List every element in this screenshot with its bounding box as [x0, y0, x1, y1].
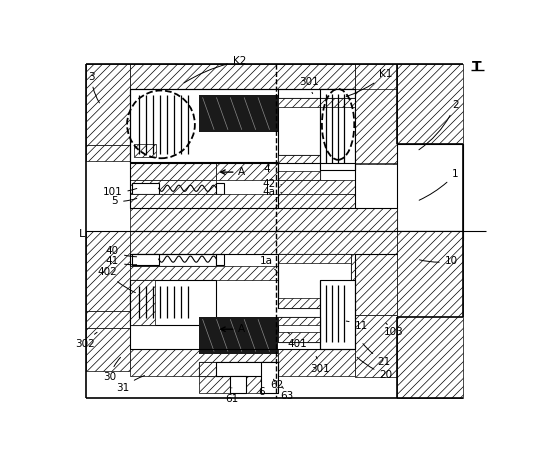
Bar: [278, 180, 355, 194]
Text: 5: 5: [112, 196, 137, 207]
Bar: [278, 349, 355, 376]
Bar: [132, 254, 158, 264]
Text: 103: 103: [384, 323, 403, 337]
Text: 11: 11: [346, 321, 368, 331]
Text: 3: 3: [89, 72, 100, 103]
Bar: [355, 64, 398, 164]
Bar: [217, 362, 278, 376]
Bar: [355, 315, 398, 377]
Text: 2: 2: [419, 100, 459, 150]
Text: T: T: [472, 60, 481, 73]
Bar: [130, 89, 278, 162]
Text: 1a: 1a: [260, 257, 277, 271]
Bar: [278, 332, 320, 341]
Bar: [355, 89, 398, 163]
Bar: [397, 64, 463, 226]
Bar: [130, 180, 217, 194]
Bar: [230, 376, 246, 393]
Text: 1: 1: [419, 169, 459, 200]
Bar: [217, 183, 224, 194]
Text: 41: 41: [106, 257, 136, 266]
Bar: [320, 280, 355, 349]
Text: K1: K1: [346, 69, 393, 96]
Text: 4a: 4a: [262, 187, 282, 197]
Bar: [278, 254, 351, 263]
Text: 401: 401: [288, 332, 307, 349]
Text: 6: 6: [258, 380, 265, 397]
Bar: [320, 89, 355, 170]
Bar: [278, 180, 336, 202]
Bar: [200, 317, 278, 354]
Text: 21: 21: [363, 344, 391, 367]
Bar: [217, 163, 278, 180]
Bar: [230, 376, 278, 393]
Bar: [200, 362, 230, 376]
Bar: [86, 64, 130, 145]
Text: 63: 63: [280, 386, 294, 401]
Bar: [132, 183, 158, 194]
Bar: [200, 362, 277, 376]
Bar: [278, 171, 320, 180]
Bar: [278, 254, 351, 308]
Text: A: A: [238, 167, 245, 177]
Bar: [130, 280, 217, 325]
Text: K2: K2: [184, 56, 246, 83]
Text: L: L: [79, 229, 86, 239]
Text: 30: 30: [103, 358, 120, 382]
Bar: [278, 155, 320, 180]
Text: 42: 42: [262, 179, 282, 190]
Text: 61: 61: [225, 388, 239, 403]
Text: 31: 31: [116, 375, 145, 393]
Bar: [246, 362, 278, 376]
Bar: [86, 329, 130, 371]
Bar: [130, 254, 217, 266]
Bar: [397, 230, 463, 398]
Bar: [86, 312, 130, 329]
Bar: [397, 144, 463, 230]
Bar: [130, 163, 217, 180]
Bar: [130, 194, 278, 207]
Bar: [86, 145, 130, 161]
Bar: [278, 254, 355, 280]
Bar: [278, 98, 355, 107]
Text: 62: 62: [270, 379, 283, 390]
Bar: [130, 230, 397, 254]
Bar: [278, 298, 351, 308]
Bar: [278, 89, 355, 98]
Bar: [130, 64, 355, 89]
Bar: [278, 317, 320, 341]
Bar: [278, 155, 320, 163]
Text: 301: 301: [299, 77, 318, 94]
Bar: [351, 254, 355, 308]
Text: 302: 302: [76, 332, 97, 349]
Bar: [278, 317, 320, 325]
Bar: [130, 64, 278, 89]
Bar: [200, 376, 230, 393]
Bar: [200, 95, 278, 132]
Text: 101: 101: [103, 187, 137, 197]
Text: 20: 20: [357, 357, 392, 380]
Bar: [130, 280, 155, 325]
Bar: [278, 194, 355, 207]
Bar: [217, 254, 224, 264]
Bar: [134, 144, 156, 157]
Bar: [278, 64, 355, 89]
Bar: [355, 254, 398, 315]
Text: 10: 10: [419, 257, 458, 266]
Text: A: A: [238, 324, 245, 334]
Bar: [86, 230, 130, 312]
Text: 301: 301: [311, 356, 330, 374]
Bar: [130, 266, 278, 280]
Bar: [261, 362, 278, 393]
Text: 4: 4: [263, 164, 270, 174]
Bar: [130, 349, 278, 376]
Bar: [130, 207, 397, 230]
Bar: [130, 280, 155, 325]
Bar: [397, 230, 463, 240]
Text: 402: 402: [97, 267, 135, 293]
Text: 40: 40: [106, 246, 136, 257]
